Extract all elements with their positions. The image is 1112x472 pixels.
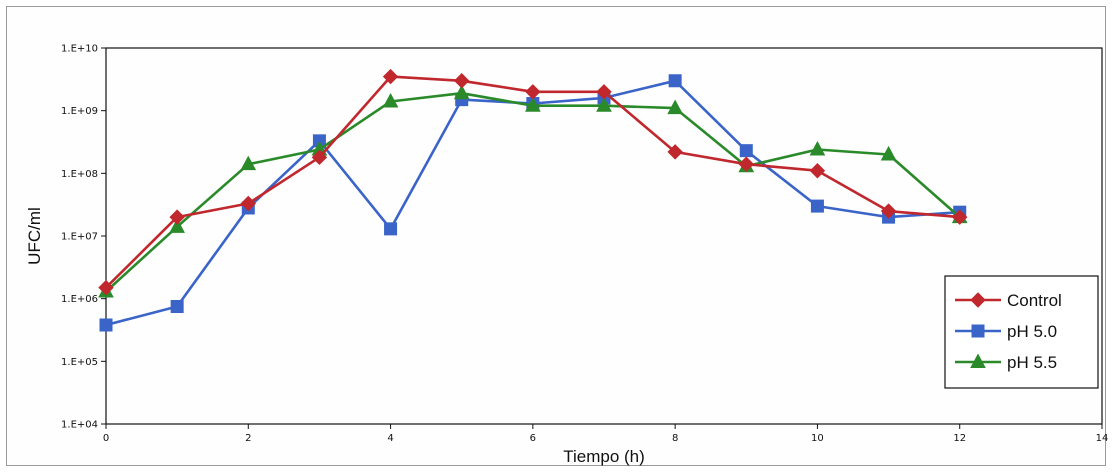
series-line xyxy=(105,79,960,327)
legend-item: pH 5.5 xyxy=(955,353,1057,372)
data-point xyxy=(667,144,683,160)
legend: Control pH 5.0 pH 5.5 xyxy=(944,275,1099,389)
y-tick-label: 1.E+04 xyxy=(61,420,98,431)
x-tick-label: 4 xyxy=(387,433,393,444)
data-point xyxy=(667,99,683,115)
data-point xyxy=(384,222,398,236)
data-point xyxy=(98,279,114,296)
data-point xyxy=(739,144,753,158)
y-axis-title: UFC/ml xyxy=(25,207,44,265)
legend-label: Control xyxy=(1007,291,1062,310)
legend-item: Control xyxy=(955,291,1062,310)
data-point xyxy=(240,195,256,212)
data-point xyxy=(169,218,185,233)
y-tick-label: 1.E+05 xyxy=(61,357,98,368)
legend-label: pH 5.5 xyxy=(1007,353,1057,372)
x-tick-label: 6 xyxy=(530,433,536,444)
series-control xyxy=(98,68,968,296)
data-point xyxy=(880,145,897,161)
legend-label: pH 5.0 xyxy=(1007,322,1057,341)
data-point xyxy=(668,74,682,88)
data-point xyxy=(880,203,897,219)
x-axis-title: Tiempo (h) xyxy=(563,447,645,466)
legend-marker xyxy=(971,324,985,338)
data-point xyxy=(169,209,185,225)
data-point xyxy=(454,73,470,89)
series-layer xyxy=(98,68,968,332)
x-tick-label: 14 xyxy=(1096,433,1109,444)
axes: 1.E+04 1.E+05 1.E+06 1.E+07 1.E+08 1.E+09 1.E+… xyxy=(61,44,1108,445)
data-point xyxy=(99,318,113,332)
x-tick-label: 10 xyxy=(811,433,824,444)
chart-frame xyxy=(6,6,1106,466)
data-point xyxy=(240,155,257,171)
data-point xyxy=(525,84,541,100)
x-tick-label: 12 xyxy=(953,433,966,444)
y-tick-label: 1.E+06 xyxy=(61,294,98,305)
data-point xyxy=(738,156,754,172)
x-tick-label: 0 xyxy=(103,433,109,444)
legend-item: pH 5.0 xyxy=(955,322,1057,341)
data-point xyxy=(810,199,824,213)
series-ph-5-0 xyxy=(99,74,967,332)
data-point xyxy=(170,299,184,313)
data-point xyxy=(453,84,470,100)
y-tick-label: 1.E+10 xyxy=(61,44,98,55)
x-tick-label: 8 xyxy=(672,433,678,444)
x-tick-label: 2 xyxy=(245,433,251,444)
data-point xyxy=(809,140,826,156)
data-point xyxy=(952,209,968,225)
data-point xyxy=(311,149,328,166)
y-tick-label: 1.E+08 xyxy=(61,169,98,180)
series-ph-5-5 xyxy=(98,84,968,298)
data-point xyxy=(596,84,612,100)
data-point xyxy=(525,97,541,112)
data-point xyxy=(809,163,826,179)
data-point xyxy=(382,92,399,108)
series-line xyxy=(105,91,961,293)
y-tick-label: 1.E+09 xyxy=(61,106,98,117)
data-point xyxy=(382,68,399,85)
y-tick-label: 1.E+07 xyxy=(61,232,98,243)
legend-marker xyxy=(970,353,986,368)
legend-marker xyxy=(970,292,986,308)
data-point xyxy=(596,97,612,112)
